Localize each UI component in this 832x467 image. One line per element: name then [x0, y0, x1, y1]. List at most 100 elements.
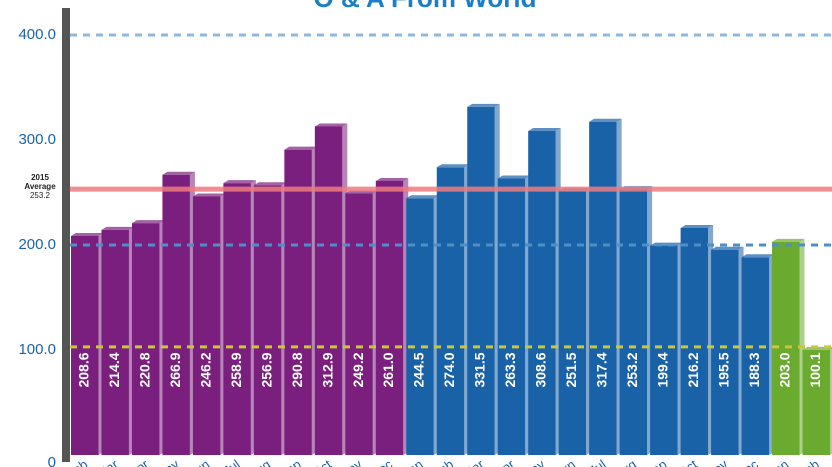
bar: [375, 180, 404, 455]
x-tick-label: May: [519, 456, 548, 467]
value-label: 331.5: [472, 352, 488, 387]
value-label: 203.0: [776, 352, 792, 387]
chart-title: O & A From World: [314, 0, 537, 13]
value-label: 251.5: [563, 352, 579, 387]
bar: [406, 198, 434, 455]
bar-top: [162, 171, 195, 175]
bar-top: [436, 164, 470, 168]
value-label: 256.9: [258, 352, 274, 387]
bar-top: [253, 182, 287, 186]
bar-top: [192, 193, 226, 197]
x-tick-label: Jul: [221, 457, 243, 467]
bar-top: [741, 254, 775, 258]
average-value: 253.2: [30, 191, 51, 200]
bar: [589, 121, 617, 455]
x-tick-label: Dec: [368, 456, 396, 467]
bar-top: [314, 123, 348, 127]
x-tick-label: Apr: [126, 456, 152, 467]
value-label: 266.9: [167, 352, 183, 387]
x-tick-label: Nov: [337, 456, 365, 467]
value-label: 214.4: [106, 352, 122, 387]
y-tick-label: 0: [48, 454, 56, 467]
bar: [253, 185, 282, 455]
value-label: 253.2: [624, 352, 640, 387]
value-label: 244.5: [411, 352, 427, 387]
value-label: 308.6: [533, 352, 549, 387]
value-label: 188.3: [746, 352, 762, 387]
x-tick-label: May: [153, 456, 182, 467]
x-tick-label: Oct: [675, 456, 700, 467]
bar: [192, 196, 221, 456]
bar: [650, 245, 678, 455]
bar: [101, 229, 129, 455]
bar: [284, 149, 312, 455]
bar-top: [406, 195, 439, 199]
bar: [345, 193, 373, 455]
bar-top: [375, 177, 409, 181]
bar: [131, 223, 160, 455]
bar-top: [680, 224, 714, 228]
value-label: 100.1: [807, 352, 823, 387]
x-tick-label: Mar: [94, 456, 121, 467]
x-tick-label: Dec: [733, 456, 761, 467]
y-tick-label: 100.0: [18, 341, 56, 358]
bar: [497, 178, 526, 455]
bar-top: [467, 103, 500, 107]
bar: [772, 241, 800, 455]
y-tick-label: 400.0: [18, 26, 56, 43]
value-label: 261.0: [380, 352, 396, 387]
value-label: 263.3: [502, 352, 518, 387]
x-tick-label: Feb: [429, 457, 456, 467]
value-label: 290.8: [289, 352, 305, 387]
y-tick-label: 300.0: [18, 131, 56, 148]
value-label: 246.2: [197, 352, 213, 387]
value-label: 216.2: [685, 352, 701, 387]
x-tick-label: Jul: [586, 457, 608, 467]
bar: [741, 257, 770, 455]
value-label: 312.9: [319, 352, 335, 387]
value-label: 208.6: [75, 352, 91, 387]
x-tick-label: Apr: [492, 456, 518, 467]
bar-top: [284, 146, 317, 150]
x-tick-label: Jan: [766, 457, 792, 467]
bar-top: [101, 226, 134, 230]
bar: [619, 189, 648, 455]
x-tick-label: Oct: [309, 456, 334, 467]
bar: [223, 183, 251, 455]
bar: [467, 106, 495, 456]
x-tick-label: Sep: [642, 457, 670, 467]
bar: [558, 190, 587, 456]
bar-top: [589, 118, 622, 122]
bar: [680, 227, 709, 455]
bar: [802, 349, 830, 455]
x-tick-label: Jun: [187, 457, 213, 467]
bar-top: [497, 175, 531, 179]
value-label: 220.8: [136, 352, 152, 387]
x-tick-label: Jun: [552, 457, 578, 467]
value-label: 249.2: [350, 352, 366, 387]
x-tick-label: Mar: [460, 456, 487, 467]
average-label: Average: [24, 182, 56, 191]
x-tick-label: Feb: [795, 457, 822, 467]
bar: [314, 126, 343, 455]
x-tick-label: Aug: [611, 457, 639, 467]
value-label: 258.9: [228, 352, 244, 387]
bar-top: [131, 220, 165, 224]
x-tick-label: Feb: [63, 457, 90, 467]
bar-top: [528, 127, 561, 131]
bar-top: [223, 180, 256, 184]
bar-top: [711, 246, 744, 250]
y-axis: [62, 8, 70, 462]
bar-top: [772, 238, 805, 242]
x-tick-label: Nov: [703, 456, 731, 467]
value-label: 195.5: [716, 352, 732, 387]
bar: [436, 167, 465, 456]
x-tick-label: Aug: [246, 457, 274, 467]
average-label: 2015: [31, 173, 49, 182]
value-label: 317.4: [594, 352, 610, 387]
value-label: 199.4: [655, 352, 671, 387]
bar-top: [71, 232, 104, 236]
bar: [528, 130, 556, 455]
value-label: 274.0: [441, 352, 457, 387]
